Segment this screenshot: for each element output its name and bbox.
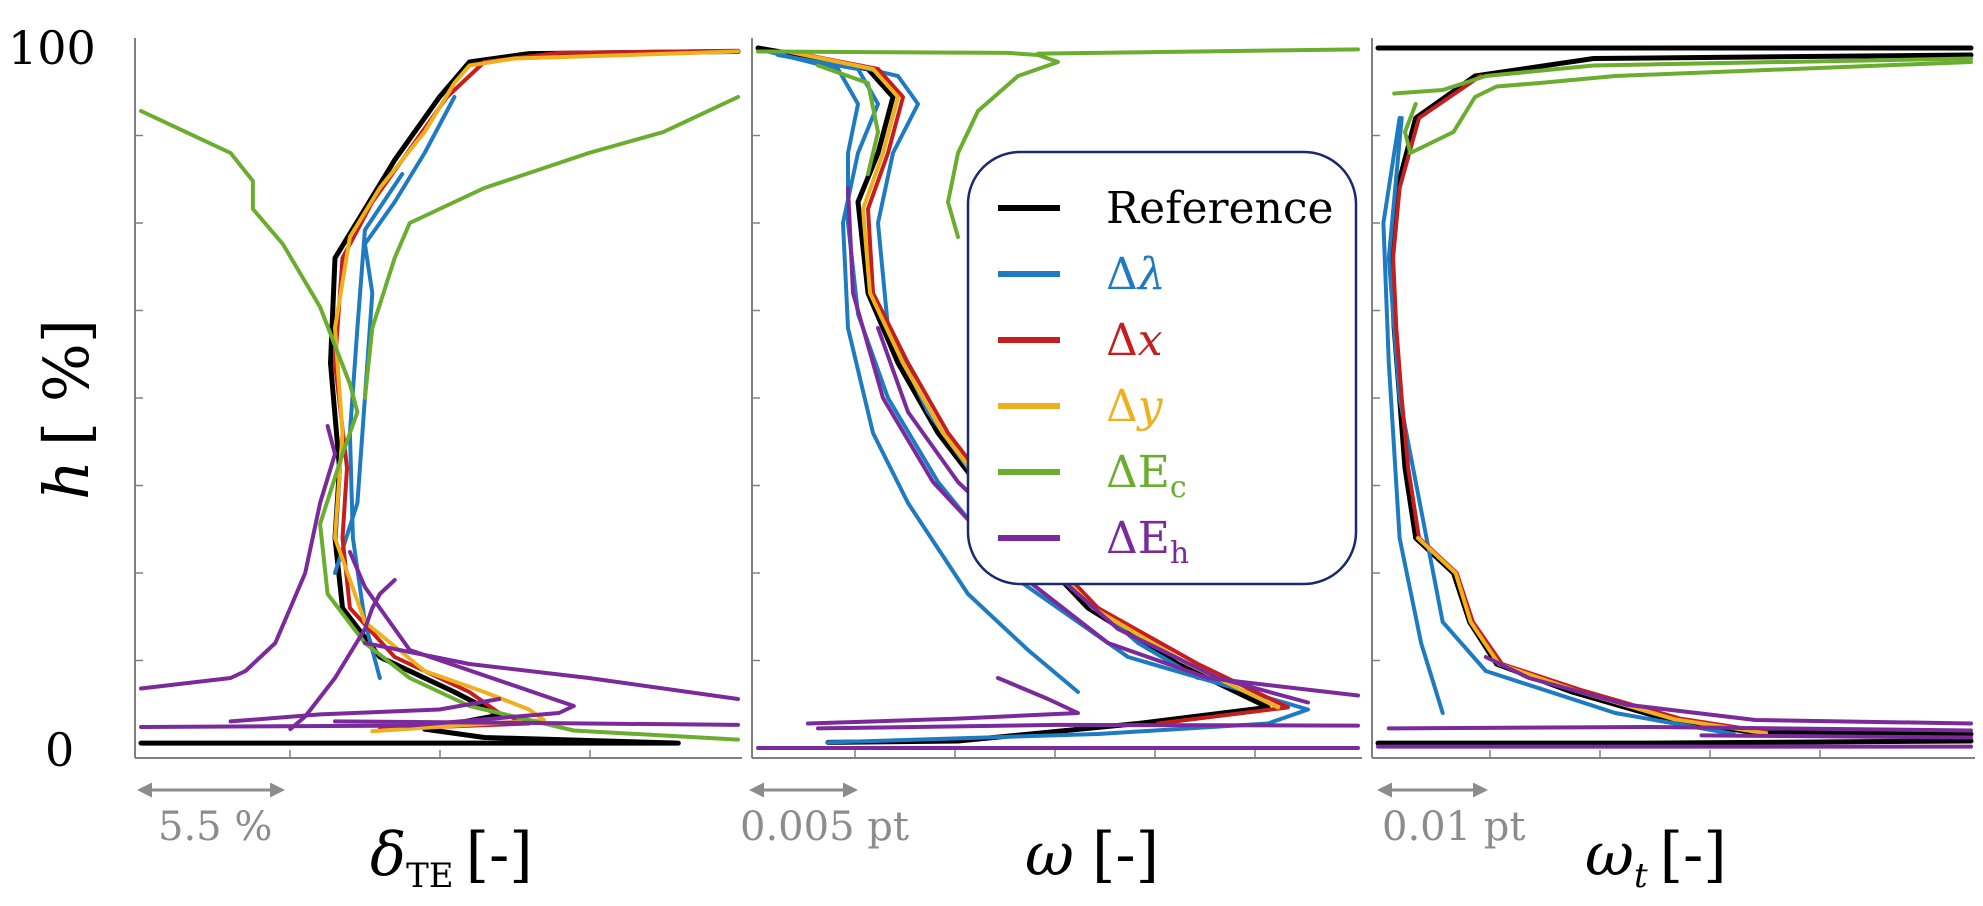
x-axis-label: ω [-]	[1025, 820, 1159, 890]
scale-bar-label: 5.5 %	[158, 804, 272, 850]
series-line-dlambda	[1386, 116, 1736, 736]
x-axis-label: ωt [-]	[1585, 820, 1727, 896]
legend-label-Reference: Reference	[1106, 183, 1334, 234]
scale-bar-label: 0.01 pt	[1382, 804, 1525, 850]
legend-label-var: x	[1138, 315, 1163, 366]
series-line-dlambda	[333, 95, 457, 575]
series-line-dx	[1391, 74, 1769, 734]
series-line-dy	[333, 49, 740, 734]
series-line-dEc	[1036, 47, 1360, 56]
legend-label-delta: Δ	[1106, 315, 1138, 366]
series-line-Reference	[755, 45, 1271, 745]
legend-label-dlambda: Δλ	[1106, 249, 1166, 300]
x-axis-symbol: δ	[370, 820, 406, 890]
y-tick-label: 100	[8, 21, 96, 75]
series-line-dEc	[362, 95, 740, 400]
y-axis-label: h [ %]	[30, 319, 103, 500]
series-line-dEc	[816, 63, 880, 176]
series-line-dEc	[1403, 60, 1973, 155]
legend-label-delta: Δ	[1106, 249, 1138, 300]
scale-bar-label: 0.005 pt	[740, 804, 909, 850]
series-line-dlambda	[766, 49, 1310, 745]
series-line-dy	[786, 49, 1280, 710]
x-axis-subscript: t	[1634, 856, 1648, 896]
legend-label-delta: Δ	[1106, 381, 1138, 432]
series-line-dlambda	[1381, 116, 1445, 715]
series-line-dEh	[1386, 725, 1973, 733]
series-line-dEh	[139, 550, 576, 729]
x-axis-unit: [-]	[466, 820, 533, 890]
series-line-dEh	[139, 424, 337, 691]
legend-label-base: ΔE	[1106, 447, 1170, 498]
x-axis-subscript: TE	[406, 856, 454, 896]
y-axis-symbol: h	[30, 460, 103, 500]
legend-label-var: y	[1136, 381, 1164, 432]
text-layer: 5.5 % δTE [-] 0.005 pt ω [-] 0.01 pt ωt [-]1000h…	[8, 21, 1727, 896]
series-line-dEh	[806, 676, 1080, 726]
x-axis-label: δTE [-]	[370, 820, 533, 896]
series-line-Reference	[1375, 738, 1974, 746]
legend-label-dEc: ΔEc	[1106, 447, 1187, 505]
legend-box	[966, 150, 1358, 586]
series-line-dx	[786, 49, 1290, 726]
x-axis-symbol: ω	[1025, 820, 1074, 890]
series-line-dEc	[1392, 56, 1973, 96]
series-line-dEc	[139, 109, 740, 742]
series-line-dEh	[362, 641, 740, 701]
series-line-dEc	[756, 49, 1060, 239]
legend-label-dx: Δx	[1106, 315, 1163, 366]
series-line-Reference	[1388, 52, 1974, 737]
legend-label-var: λ	[1136, 249, 1166, 300]
x-axis-unit: [-]	[1092, 820, 1159, 890]
legend-label-base: ΔE	[1106, 513, 1170, 564]
y-tick-label: 0	[45, 723, 74, 777]
series-line-dEh	[333, 719, 740, 727]
panel-frames	[134, 38, 1975, 759]
legend-label-subscript: c	[1170, 470, 1187, 505]
series-layer	[138, 45, 1974, 750]
series-line-dEh	[816, 722, 1360, 731]
series-line-dEh	[1483, 655, 1973, 726]
legend-label-dy: Δy	[1106, 381, 1164, 432]
x-axis-symbol: ω	[1585, 820, 1634, 890]
legend-label-dEh: ΔEh	[1106, 513, 1189, 571]
x-axis-unit: [-]	[1660, 820, 1727, 890]
y-axis-unit: [ %]	[30, 319, 103, 446]
series-line-dEh	[1699, 733, 1973, 740]
series-line-dEh	[228, 697, 502, 724]
legend-label-subscript: h	[1170, 536, 1189, 571]
